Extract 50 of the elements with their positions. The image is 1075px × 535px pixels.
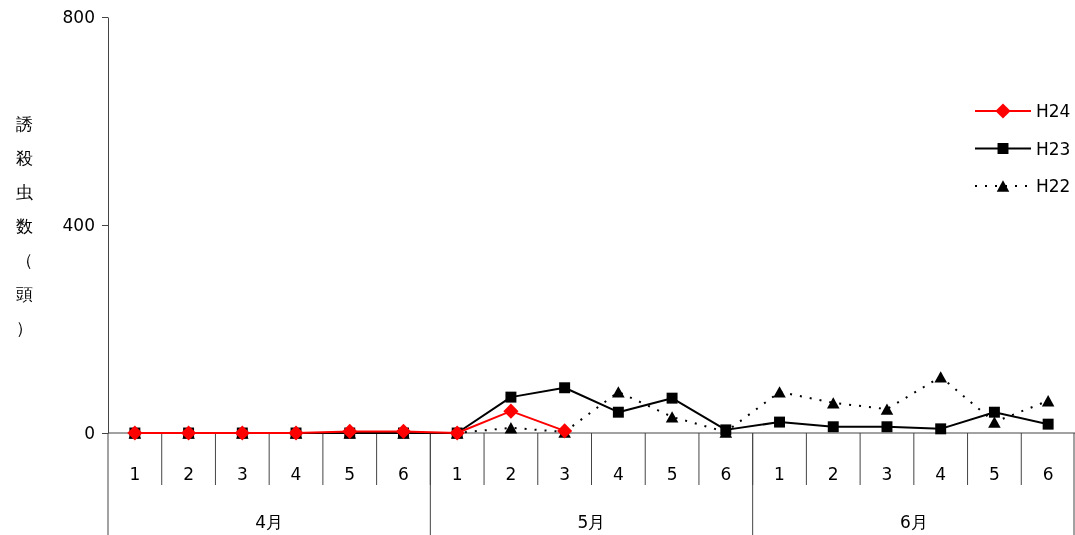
x-tick-label: 5 <box>666 464 678 484</box>
x-tick-label: 6 <box>1042 464 1054 484</box>
text: 4月 <box>255 512 284 532</box>
x-tick-label: 1 <box>774 464 785 484</box>
legend-label: H22 <box>1036 176 1071 196</box>
x-tick-label: 6 <box>720 464 732 484</box>
x-tick-label: 4 <box>290 464 302 484</box>
point <box>666 392 678 404</box>
point <box>612 406 624 418</box>
x-tick-label: 1 <box>451 464 463 484</box>
point <box>503 403 519 419</box>
point <box>559 382 571 394</box>
point <box>826 397 840 409</box>
point <box>827 421 839 433</box>
point <box>342 423 358 440</box>
legend-label: H23 <box>1036 138 1071 159</box>
x-tick-label: 4 <box>612 464 624 484</box>
point <box>935 423 947 435</box>
x-tick-label: 2 <box>505 464 517 484</box>
x-tick-label: 5 <box>989 464 1000 484</box>
y-tick-label: 0 <box>84 422 95 443</box>
point <box>504 422 518 434</box>
x-tick-label: 1 <box>129 464 141 484</box>
x-tick-label: 3 <box>236 464 248 484</box>
point <box>665 411 679 423</box>
x-tick-label: 4 <box>935 464 947 484</box>
point <box>612 386 625 398</box>
y-tick-label: 800 <box>62 6 95 27</box>
text: 5月 <box>577 512 606 532</box>
x-tick-label: 5 <box>344 464 356 484</box>
point <box>881 421 893 433</box>
x-tick-label: 2 <box>827 464 839 484</box>
point <box>395 423 412 440</box>
x-tick-label: 3 <box>559 464 571 484</box>
x-tick-label: 2 <box>183 464 194 484</box>
point <box>880 403 894 415</box>
y-tick-label: 400 <box>62 214 95 235</box>
text: 6月 <box>899 512 928 532</box>
point <box>774 416 785 428</box>
x-tick-label: 3 <box>881 464 893 484</box>
point <box>988 416 1001 428</box>
legend-label: H24 <box>1036 101 1071 121</box>
x-tick-label: 6 <box>398 464 409 484</box>
point <box>1041 395 1055 407</box>
point <box>773 386 786 398</box>
point <box>505 391 517 403</box>
point <box>934 371 947 383</box>
point <box>988 406 1000 418</box>
point <box>1042 418 1054 430</box>
y-axis-title: 誘殺虫数（頭） <box>15 114 33 338</box>
